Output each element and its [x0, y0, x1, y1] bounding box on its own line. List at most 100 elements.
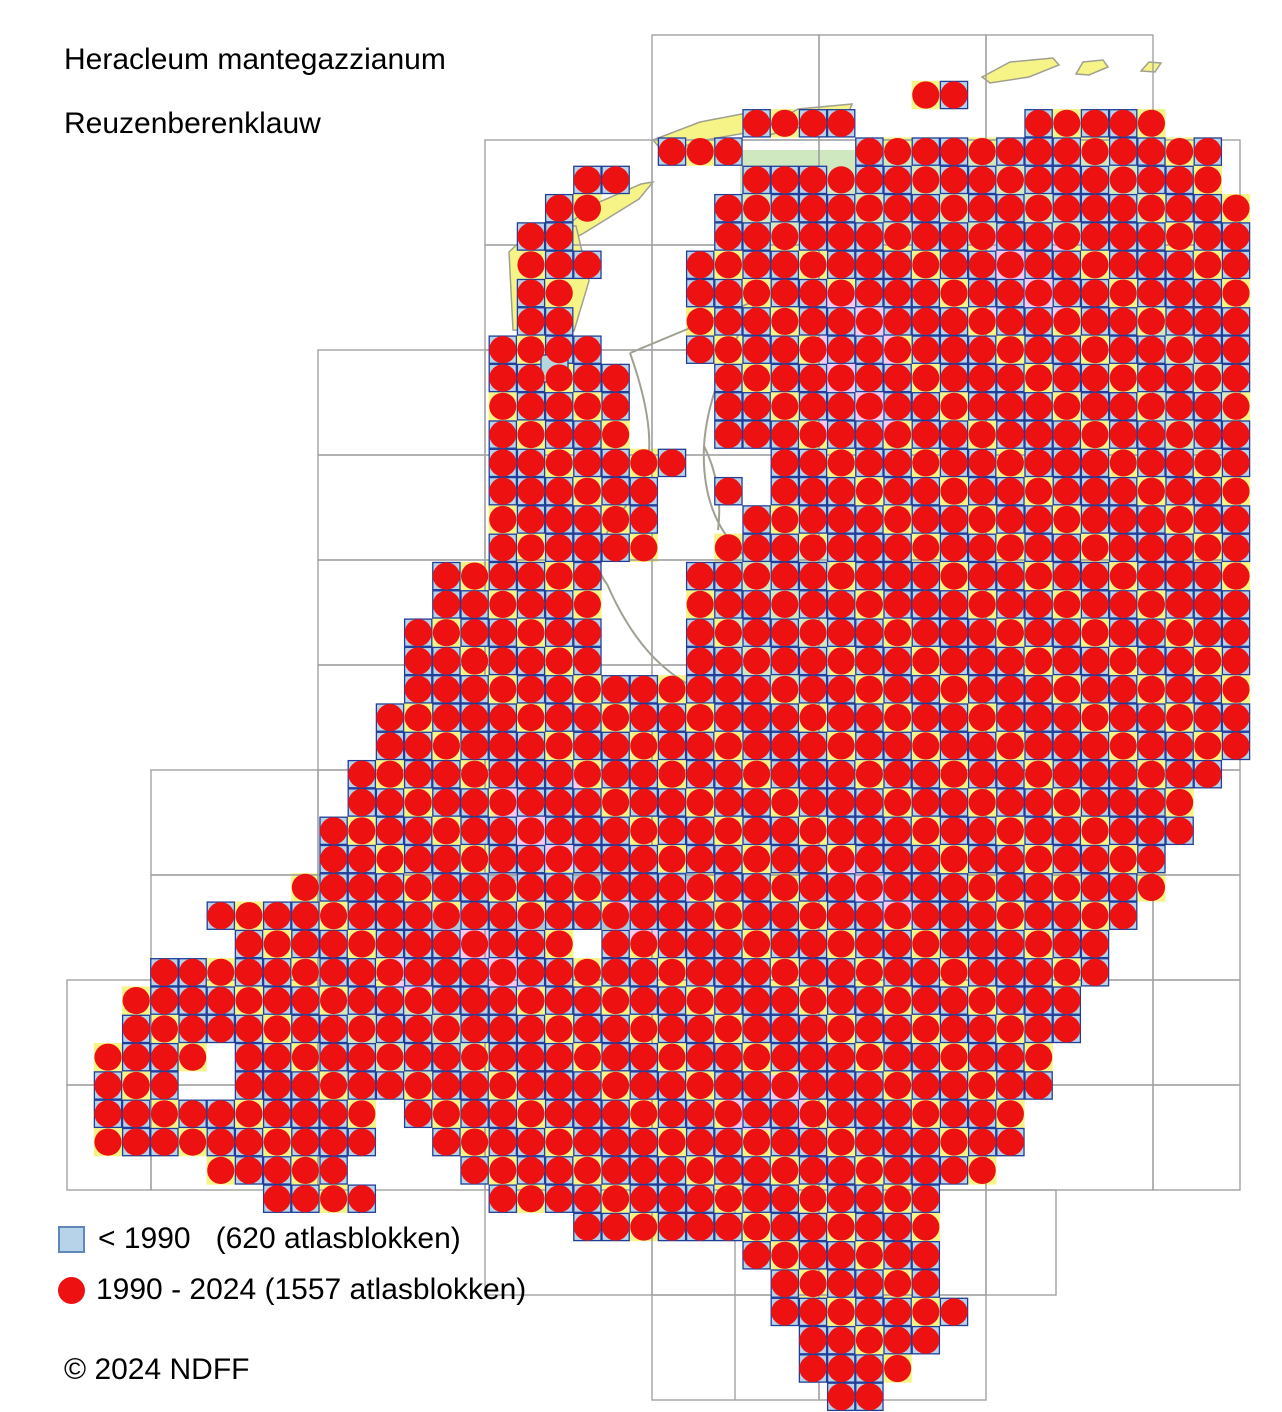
- record-dot: [996, 392, 1024, 420]
- record-dot: [1109, 251, 1137, 279]
- record-dot: [1053, 534, 1081, 562]
- record-dot: [1166, 590, 1194, 619]
- record-dot: [1025, 760, 1053, 788]
- record-dot: [827, 222, 855, 251]
- record-dot: [235, 987, 263, 1015]
- record-dot: [714, 788, 743, 817]
- record-dot: [1081, 251, 1109, 279]
- record-dot: [827, 392, 855, 420]
- record-dot: [150, 1071, 178, 1100]
- record-dot: [235, 958, 263, 986]
- record-dot: [291, 1071, 319, 1100]
- record-dot: [658, 958, 686, 986]
- record-dot: [771, 1100, 799, 1128]
- record-dot: [320, 902, 348, 930]
- record-dot: [602, 392, 630, 420]
- record-dot: [968, 562, 996, 590]
- record-dot: [743, 1043, 771, 1071]
- record-dot: [630, 1100, 658, 1128]
- record-dot: [968, 534, 996, 562]
- record-dot: [968, 1100, 996, 1128]
- record-dot: [884, 873, 912, 902]
- record-dot: [714, 987, 743, 1015]
- record-dot: [602, 1185, 630, 1213]
- record-dot: [714, 930, 743, 958]
- record-dot: [1053, 505, 1081, 534]
- record-dot: [855, 562, 884, 590]
- record-dot: [348, 1185, 376, 1213]
- record-dot: [1081, 760, 1109, 788]
- record-dot: [263, 930, 291, 958]
- record-dot: [1137, 760, 1165, 788]
- record-dot: [1025, 336, 1053, 364]
- record-dot: [968, 958, 996, 986]
- record-dot: [743, 251, 771, 279]
- record-dot: [996, 364, 1024, 392]
- record-dot: [1053, 109, 1081, 137]
- record-dot: [855, 477, 884, 505]
- record-dot: [771, 1043, 799, 1071]
- record-dot: [1081, 902, 1109, 930]
- record-dot: [771, 1128, 799, 1156]
- record-dot: [884, 1213, 912, 1241]
- record-dot: [1109, 534, 1137, 562]
- record-dot: [940, 307, 968, 335]
- record-dot: [432, 845, 460, 873]
- record-dot: [1081, 845, 1109, 873]
- record-dot: [686, 930, 714, 958]
- record-dot: [573, 704, 602, 732]
- record-dot: [573, 732, 602, 760]
- record-dot: [827, 930, 855, 958]
- record-dot: [573, 619, 602, 647]
- record-dot: [743, 505, 771, 534]
- record-dot: [461, 902, 489, 930]
- record-dot: [1025, 1071, 1053, 1100]
- record-dot: [207, 1156, 235, 1184]
- record-dot: [1053, 307, 1081, 335]
- record-dot: [517, 845, 545, 873]
- record-dot: [573, 421, 602, 449]
- record-dot: [743, 1241, 771, 1269]
- record-dot: [489, 1156, 517, 1184]
- record-dot: [1166, 222, 1194, 251]
- record-dot: [376, 930, 404, 958]
- record-dot: [545, 336, 573, 364]
- record-dot: [996, 477, 1024, 505]
- record-dot: [573, 1100, 602, 1128]
- record-dot: [461, 817, 489, 845]
- record-dot: [376, 1043, 404, 1071]
- record-dot: [743, 194, 771, 222]
- record-dot: [404, 1015, 432, 1043]
- record-dot: [912, 902, 940, 930]
- record-dot: [912, 222, 940, 251]
- record-dot: [1194, 194, 1222, 222]
- record-dot: [827, 1100, 855, 1128]
- record-dot: [771, 392, 799, 420]
- record-dot: [1053, 336, 1081, 364]
- record-dot: [940, 647, 968, 675]
- record-dot: [799, 590, 827, 619]
- record-dot: [461, 987, 489, 1015]
- record-dot: [658, 732, 686, 760]
- record-dot: [602, 873, 630, 902]
- record-dot: [1109, 817, 1137, 845]
- record-dot: [855, 760, 884, 788]
- record-dot: [1137, 421, 1165, 449]
- record-dot: [799, 930, 827, 958]
- record-dot: [714, 279, 743, 307]
- record-dot: [968, 392, 996, 420]
- record-dot: [291, 1128, 319, 1156]
- record-dot: [658, 1213, 686, 1241]
- record-dot: [799, 336, 827, 364]
- record-dot: [263, 902, 291, 930]
- record-dot: [489, 845, 517, 873]
- record-dot: [912, 279, 940, 307]
- record-dot: [912, 138, 940, 166]
- record-dot: [912, 590, 940, 619]
- record-dot: [686, 732, 714, 760]
- record-dot: [1137, 732, 1165, 760]
- record-dot: [855, 647, 884, 675]
- record-dot: [602, 1043, 630, 1071]
- record-dot: [855, 1270, 884, 1298]
